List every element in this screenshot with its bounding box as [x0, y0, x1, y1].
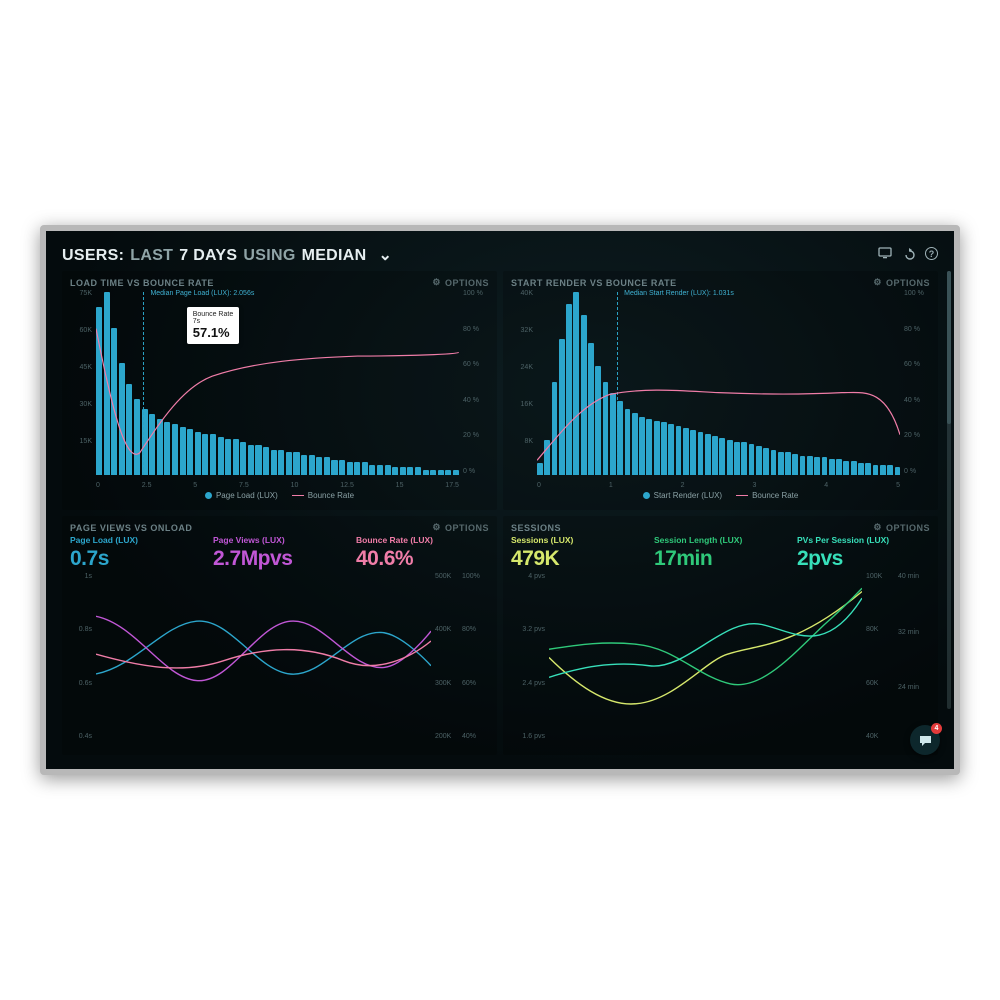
- title-prefix: USERS:: [62, 247, 124, 265]
- page-title-selector[interactable]: USERS: LAST 7 DAYS USING MEDIAN ⌄: [62, 245, 392, 265]
- panel1-chart: 75K60K45K30K15K 100 %80 %60 %40 %20 %0 %…: [70, 290, 489, 489]
- panel1-x-axis: 02.557.51012.51517.5: [96, 482, 459, 489]
- tooltip-value: 57.1%: [193, 325, 233, 340]
- monitor-frame: USERS: LAST 7 DAYS USING MEDIAN ⌄ ? LOAD…: [40, 225, 960, 775]
- panel1-bounce-line: [96, 292, 459, 475]
- panel-page-views-vs-onload: PAGE VIEWS VS ONLOAD OPTIONS Page Load (…: [62, 516, 497, 755]
- panel1-title: LOAD TIME VS BOUNCE RATE: [70, 278, 214, 288]
- panel2-options[interactable]: OPTIONS: [873, 277, 930, 288]
- monitor-icon[interactable]: [878, 247, 892, 263]
- panel3-chart: 1s0.8s0.6s0.4s 500K400K300K200K 100%80%6…: [70, 573, 489, 740]
- panel1-legend: Page Load (LUX)Bounce Rate: [70, 491, 489, 500]
- panel4-chart: 4 pvs3.2 pvs2.4 pvs1.6 pvs 100K80K60K40K…: [511, 573, 930, 740]
- panel-load-time-vs-bounce: LOAD TIME VS BOUNCE RATE OPTIONS 75K60K4…: [62, 271, 497, 510]
- scroll-thumb[interactable]: [947, 271, 951, 424]
- share-icon[interactable]: [902, 247, 915, 263]
- chevron-down-icon: ⌄: [378, 245, 392, 265]
- panel3-y-right2: 100%80%60%40%: [462, 573, 489, 740]
- panel2-legend: Start Render (LUX)Bounce Rate: [511, 491, 930, 500]
- chat-icon: [918, 733, 933, 748]
- panel4-options[interactable]: OPTIONS: [873, 522, 930, 533]
- panel4-y-right1: 100K80K60K40K: [866, 573, 898, 740]
- title-using: USING: [243, 247, 295, 265]
- panel3-options[interactable]: OPTIONS: [432, 522, 489, 533]
- panel3-y-left: 1s0.8s0.6s0.4s: [70, 573, 92, 740]
- panel3-stats: Page Load (LUX)0.7sPage Views (LUX)2.7Mp…: [70, 535, 489, 571]
- panel4-lines: [549, 575, 862, 740]
- panel3-lines: [96, 575, 431, 740]
- panel1-y-right: 100 %80 %60 %40 %20 %0 %: [463, 290, 489, 475]
- dashboard-screen: USERS: LAST 7 DAYS USING MEDIAN ⌄ ? LOAD…: [46, 231, 954, 769]
- panel4-title: SESSIONS: [511, 523, 561, 533]
- panel-sessions: SESSIONS OPTIONS Sessions (LUX)479KSessi…: [503, 516, 938, 755]
- chat-badge: 4: [931, 723, 942, 734]
- panel3-title: PAGE VIEWS VS ONLOAD: [70, 523, 192, 533]
- scrollbar[interactable]: [947, 271, 951, 709]
- panel4-y-right2: 40 min32 min24 min: [898, 573, 930, 740]
- toolbar-icons: ?: [878, 247, 938, 263]
- chat-button[interactable]: 4: [910, 725, 940, 755]
- panel4-y-left: 4 pvs3.2 pvs2.4 pvs1.6 pvs: [511, 573, 545, 740]
- topbar: USERS: LAST 7 DAYS USING MEDIAN ⌄ ?: [62, 245, 938, 265]
- panel1-options[interactable]: OPTIONS: [432, 277, 489, 288]
- panel2-bounce-line: [537, 292, 900, 475]
- tooltip-sub: 7s: [193, 318, 233, 325]
- title-7days: 7 DAYS: [179, 247, 237, 265]
- panel1-tooltip: Bounce Rate 7s 57.1%: [187, 307, 239, 344]
- title-last: LAST: [130, 247, 173, 265]
- panel2-y-left: 40K32K24K16K8K: [511, 290, 533, 475]
- panel3-y-right1: 500K400K300K200K: [435, 573, 462, 740]
- dashboard-grid: LOAD TIME VS BOUNCE RATE OPTIONS 75K60K4…: [62, 271, 938, 755]
- panel2-title: START RENDER VS BOUNCE RATE: [511, 278, 677, 288]
- panel2-y-right: 100 %80 %60 %40 %20 %0 %: [904, 290, 930, 475]
- panel2-chart: 40K32K24K16K8K 100 %80 %60 %40 %20 %0 % …: [511, 290, 930, 489]
- title-median: MEDIAN: [302, 247, 367, 265]
- panel-start-render-vs-bounce: START RENDER VS BOUNCE RATE OPTIONS 40K3…: [503, 271, 938, 510]
- panel4-stats: Sessions (LUX)479KSession Length (LUX)17…: [511, 535, 930, 571]
- help-icon[interactable]: ?: [925, 247, 938, 260]
- panel1-y-left: 75K60K45K30K15K: [70, 290, 92, 475]
- tooltip-label: Bounce Rate: [193, 311, 233, 318]
- panel2-x-axis: 012345: [537, 482, 900, 489]
